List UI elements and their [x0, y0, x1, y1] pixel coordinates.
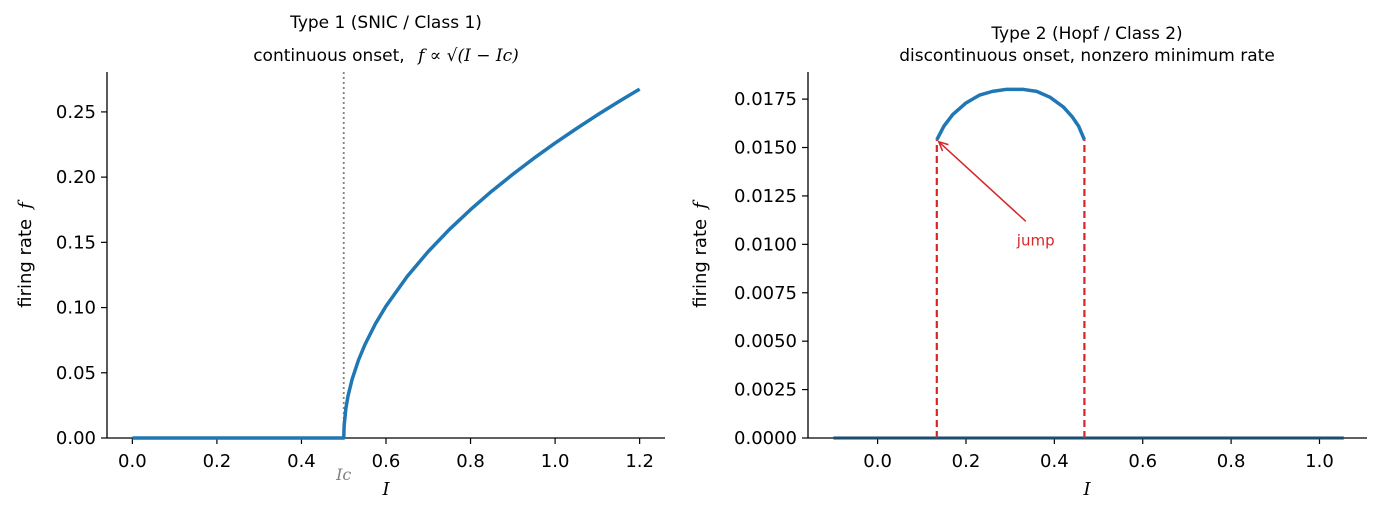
- type1-x-tick-label: 0.4: [287, 451, 316, 472]
- type1-y-tick-label: 0.00: [56, 428, 96, 449]
- type2-ylabel: firing ratef: [690, 199, 711, 308]
- type2-y-tick-label: 0.0000: [734, 428, 797, 449]
- type1-firing-curve: [132, 87, 641, 440]
- type1-y-tick-label: 0.25: [56, 102, 96, 123]
- type2-y-tick-label: 0.0100: [734, 234, 797, 255]
- type1-title-line2: continuous onset, f ∝ √(I − Ic): [253, 46, 519, 66]
- type2-x-tick-label: 0.0: [863, 451, 892, 472]
- type2-xlabel: I: [1082, 479, 1091, 500]
- type1-plot-area: 0.0 0.2 0.4 0.6 0.8 1.0 1.2 0.00 0.05 0.10 0.15 0.2…: [56, 72, 665, 484]
- type1-x-tick-label: 0.6: [372, 451, 401, 472]
- type1-x-tick-label: 1.2: [625, 451, 654, 472]
- type2-panel: Type 2 (Hopf / Class 2) discontinuous on…: [690, 24, 1367, 500]
- type1-title-line1: Type 1 (SNIC / Class 1): [289, 13, 482, 33]
- type1-panel: Type 1 (SNIC / Class 1) continuous onset…: [15, 13, 665, 500]
- type2-x-tick-label: 0.6: [1128, 451, 1157, 472]
- jump-arrow-head: [937, 140, 949, 152]
- ic-label: Ic: [335, 465, 351, 484]
- type1-title-text: continuous onset,: [253, 46, 404, 66]
- type1-ylabel: firing ratef: [15, 199, 36, 308]
- jump-arrow-line: [938, 141, 1027, 222]
- type1-x-tick-label: 0.2: [203, 451, 232, 472]
- type2-y-tick-label: 0.0150: [734, 138, 797, 159]
- type1-x-tick-label: 0.0: [118, 451, 147, 472]
- type2-y-tick-label: 0.0025: [734, 380, 797, 401]
- type2-title-line1: Type 2 (Hopf / Class 2): [990, 24, 1182, 44]
- type2-x-tick-label: 0.8: [1217, 451, 1246, 472]
- type1-xlabel: I: [381, 479, 390, 500]
- type1-x-tick-label: 0.8: [456, 451, 485, 472]
- type1-title-formula: f ∝ √(I − Ic): [416, 46, 519, 66]
- type1-y-tick-label: 0.15: [56, 232, 96, 253]
- type2-title-line2: discontinuous onset, nonzero minimum rat…: [899, 46, 1275, 66]
- type2-y-tick-label: 0.0050: [734, 331, 797, 352]
- type2-y-tick-label: 0.0125: [734, 186, 797, 207]
- type1-y-tick-label: 0.10: [56, 298, 96, 319]
- type2-x-tick-label: 0.4: [1040, 451, 1069, 472]
- jump-annotation: jump: [1016, 231, 1055, 249]
- type1-y-tick-label: 0.20: [56, 167, 96, 188]
- type2-plot-area: 0.0 0.2 0.4 0.6 0.8 1.0 0.0000 0.0025 0.0050 0.00…: [734, 72, 1367, 472]
- type1-y-tick-label: 0.05: [56, 363, 96, 384]
- type2-y-tick-label: 0.0175: [734, 89, 797, 110]
- type2-y-tick-label: 0.0075: [734, 283, 797, 304]
- type2-x-tick-label: 0.2: [952, 451, 981, 472]
- type1-x-tick-label: 1.0: [541, 451, 570, 472]
- type2-x-tick-label: 1.0: [1305, 451, 1334, 472]
- type2-firing-curve: [935, 87, 1087, 141]
